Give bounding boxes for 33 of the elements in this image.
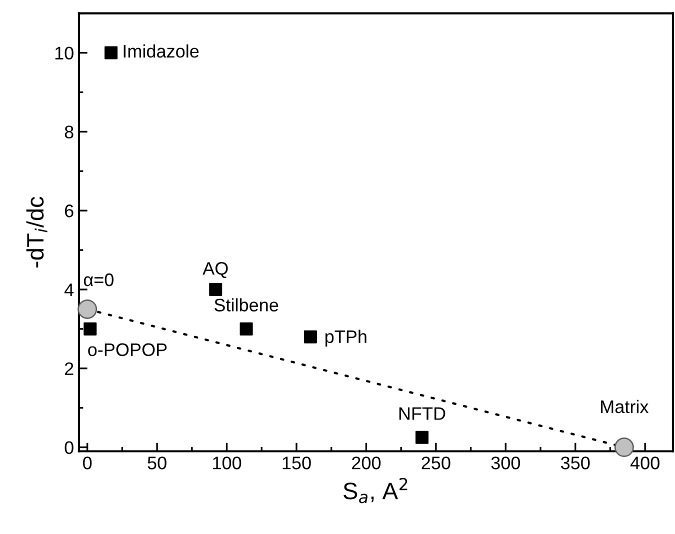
y-tick-label: 4 xyxy=(64,284,74,296)
y-tick-label: 6 xyxy=(64,204,74,218)
x-tick-label: 50 xyxy=(148,456,166,470)
annotation: α=0 xyxy=(84,273,114,286)
x-tick-label: 100 xyxy=(213,456,242,470)
y-tick-label: 2 xyxy=(64,362,74,375)
y-tick-label: 8 xyxy=(64,126,74,138)
point xyxy=(104,46,118,60)
annotation: Imidazole xyxy=(124,44,199,58)
point xyxy=(240,322,253,336)
annotation: Matrix xyxy=(601,400,649,414)
point xyxy=(209,282,222,296)
annotation: Stilbene xyxy=(214,298,278,312)
point xyxy=(78,299,98,319)
point xyxy=(415,430,428,444)
point xyxy=(84,322,97,336)
x-tick-label: 300 xyxy=(491,456,520,470)
annotation: AQ xyxy=(202,262,228,278)
point xyxy=(304,330,317,344)
x-tick-label: 150 xyxy=(282,456,311,470)
x-tick-label: 250 xyxy=(422,456,450,470)
x-tick-label: 400 xyxy=(630,456,660,470)
y-tick-label: 10 xyxy=(55,46,74,60)
x-tick-label: 350 xyxy=(560,456,590,470)
x-axis-title: S$_{a}$, A$^{2}$ xyxy=(344,478,408,504)
y-axis-title: -dT$_{i}$/dc xyxy=(26,196,48,268)
annotation: NFTD xyxy=(399,407,446,420)
point xyxy=(614,438,634,458)
x-tick-label: 0 xyxy=(83,456,92,470)
annotation: o-POPOP xyxy=(88,343,167,356)
y-tick-label: 0 xyxy=(64,441,74,454)
annotation: pTPh xyxy=(325,330,366,347)
x-tick-label: 200 xyxy=(352,456,381,470)
